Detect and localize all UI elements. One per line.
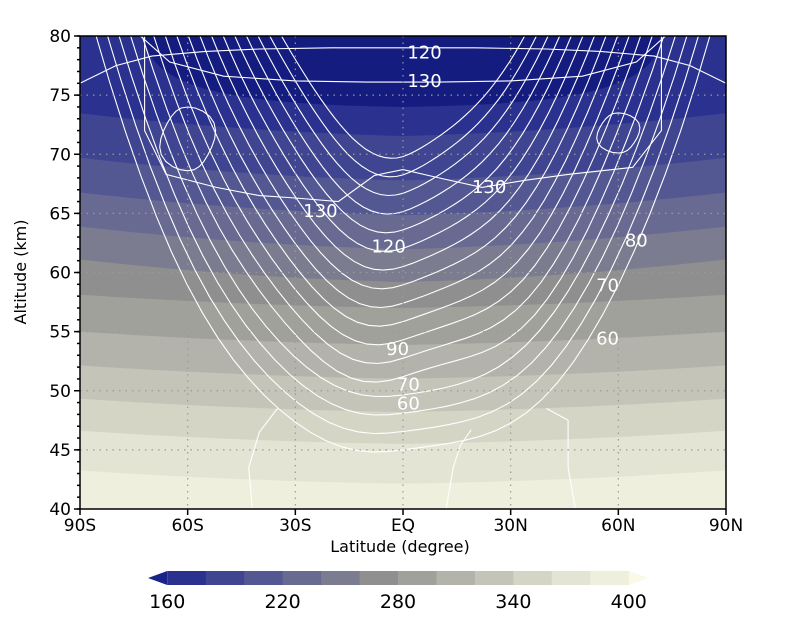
contour-line bbox=[280, 36, 526, 159]
contour-line bbox=[248, 408, 278, 509]
contour-label: 60 bbox=[596, 329, 619, 350]
colorbar-segment bbox=[513, 571, 553, 585]
y-axis-title: Altitude (km) bbox=[11, 220, 30, 325]
contour-line bbox=[144, 36, 662, 203]
contour-line bbox=[234, 36, 572, 234]
contour-label: 80 bbox=[625, 230, 648, 251]
colorbar-label: 160 bbox=[149, 591, 185, 613]
colorbar-segment bbox=[474, 571, 514, 585]
contour-line bbox=[95, 36, 711, 453]
contour-label: 70 bbox=[397, 375, 420, 396]
colorbar-label: 280 bbox=[380, 591, 416, 613]
x-tick-label: 30N bbox=[493, 516, 527, 536]
colorbar-segment bbox=[167, 571, 207, 585]
y-tick-label: 75 bbox=[49, 86, 71, 106]
x-tick-label: 60N bbox=[601, 516, 635, 536]
colorbar bbox=[148, 571, 648, 585]
colorbar-segment bbox=[436, 571, 476, 585]
colorbar-segment bbox=[398, 571, 437, 585]
y-tick-label: 65 bbox=[49, 204, 71, 224]
contour-label: 130 bbox=[472, 177, 506, 198]
grid-lines bbox=[80, 36, 726, 509]
contour-line bbox=[153, 36, 653, 365]
contour-label: 90 bbox=[386, 339, 409, 360]
colorbar-labels: 160 220 280 340 400 bbox=[149, 591, 647, 613]
contour-label: 60 bbox=[397, 394, 420, 415]
y-tick-label: 45 bbox=[49, 441, 71, 461]
x-axis-title: Latitude (degree) bbox=[330, 537, 470, 556]
contour-line bbox=[80, 47, 726, 84]
colorbar-segment bbox=[205, 571, 245, 585]
contour-line bbox=[164, 36, 642, 346]
colorbar-segment bbox=[359, 571, 399, 585]
colorbar-segment bbox=[590, 571, 630, 585]
contour-line bbox=[141, 36, 665, 383]
colorbar-segment bbox=[628, 571, 648, 585]
y-tick-label: 70 bbox=[49, 145, 71, 165]
colorbar-segment bbox=[282, 571, 322, 585]
contour-label: 70 bbox=[596, 275, 619, 296]
x-tick-label: 90S bbox=[64, 516, 96, 536]
contour-line bbox=[596, 112, 641, 154]
contour-label: 120 bbox=[371, 236, 405, 257]
contour-line bbox=[107, 36, 699, 435]
contour-label: 130 bbox=[303, 201, 337, 222]
x-tick-labels: 90S 60S 30S EQ 30N 60N 90N bbox=[64, 516, 743, 536]
y-tick-label: 60 bbox=[49, 264, 71, 284]
colorbar-label: 340 bbox=[495, 591, 531, 613]
colorbar-segment bbox=[321, 571, 361, 585]
contour-line bbox=[445, 429, 472, 509]
y-tick-label: 40 bbox=[49, 500, 71, 520]
y-tick-labels: 40 45 50 55 60 65 70 75 80 bbox=[49, 27, 71, 520]
axis-ticks bbox=[74, 35, 727, 515]
y-tick-label: 80 bbox=[49, 27, 71, 47]
x-tick-label: 90N bbox=[709, 516, 743, 536]
x-tick-label: 30S bbox=[279, 516, 311, 536]
contour-label: 120 bbox=[407, 42, 441, 63]
contour-line bbox=[199, 36, 607, 290]
contour-line bbox=[176, 36, 630, 327]
colorbar-label: 400 bbox=[611, 591, 647, 613]
y-tick-label: 55 bbox=[49, 323, 71, 343]
contour-lines bbox=[80, 36, 726, 509]
contour-label: 130 bbox=[407, 71, 441, 92]
colorbar-label: 220 bbox=[264, 591, 300, 613]
contour-line bbox=[211, 36, 596, 271]
contour-line bbox=[222, 36, 584, 252]
y-tick-label: 50 bbox=[49, 382, 71, 402]
contour-line bbox=[546, 408, 576, 509]
colorbar-segment bbox=[551, 571, 591, 585]
colorbar-segment bbox=[244, 571, 284, 585]
colorbar-segment bbox=[148, 571, 168, 585]
x-tick-label: 60S bbox=[171, 516, 203, 536]
contour-line bbox=[269, 36, 538, 178]
contour-line bbox=[159, 106, 217, 172]
x-tick-label: EQ bbox=[391, 516, 415, 536]
shading-band bbox=[80, 470, 726, 509]
